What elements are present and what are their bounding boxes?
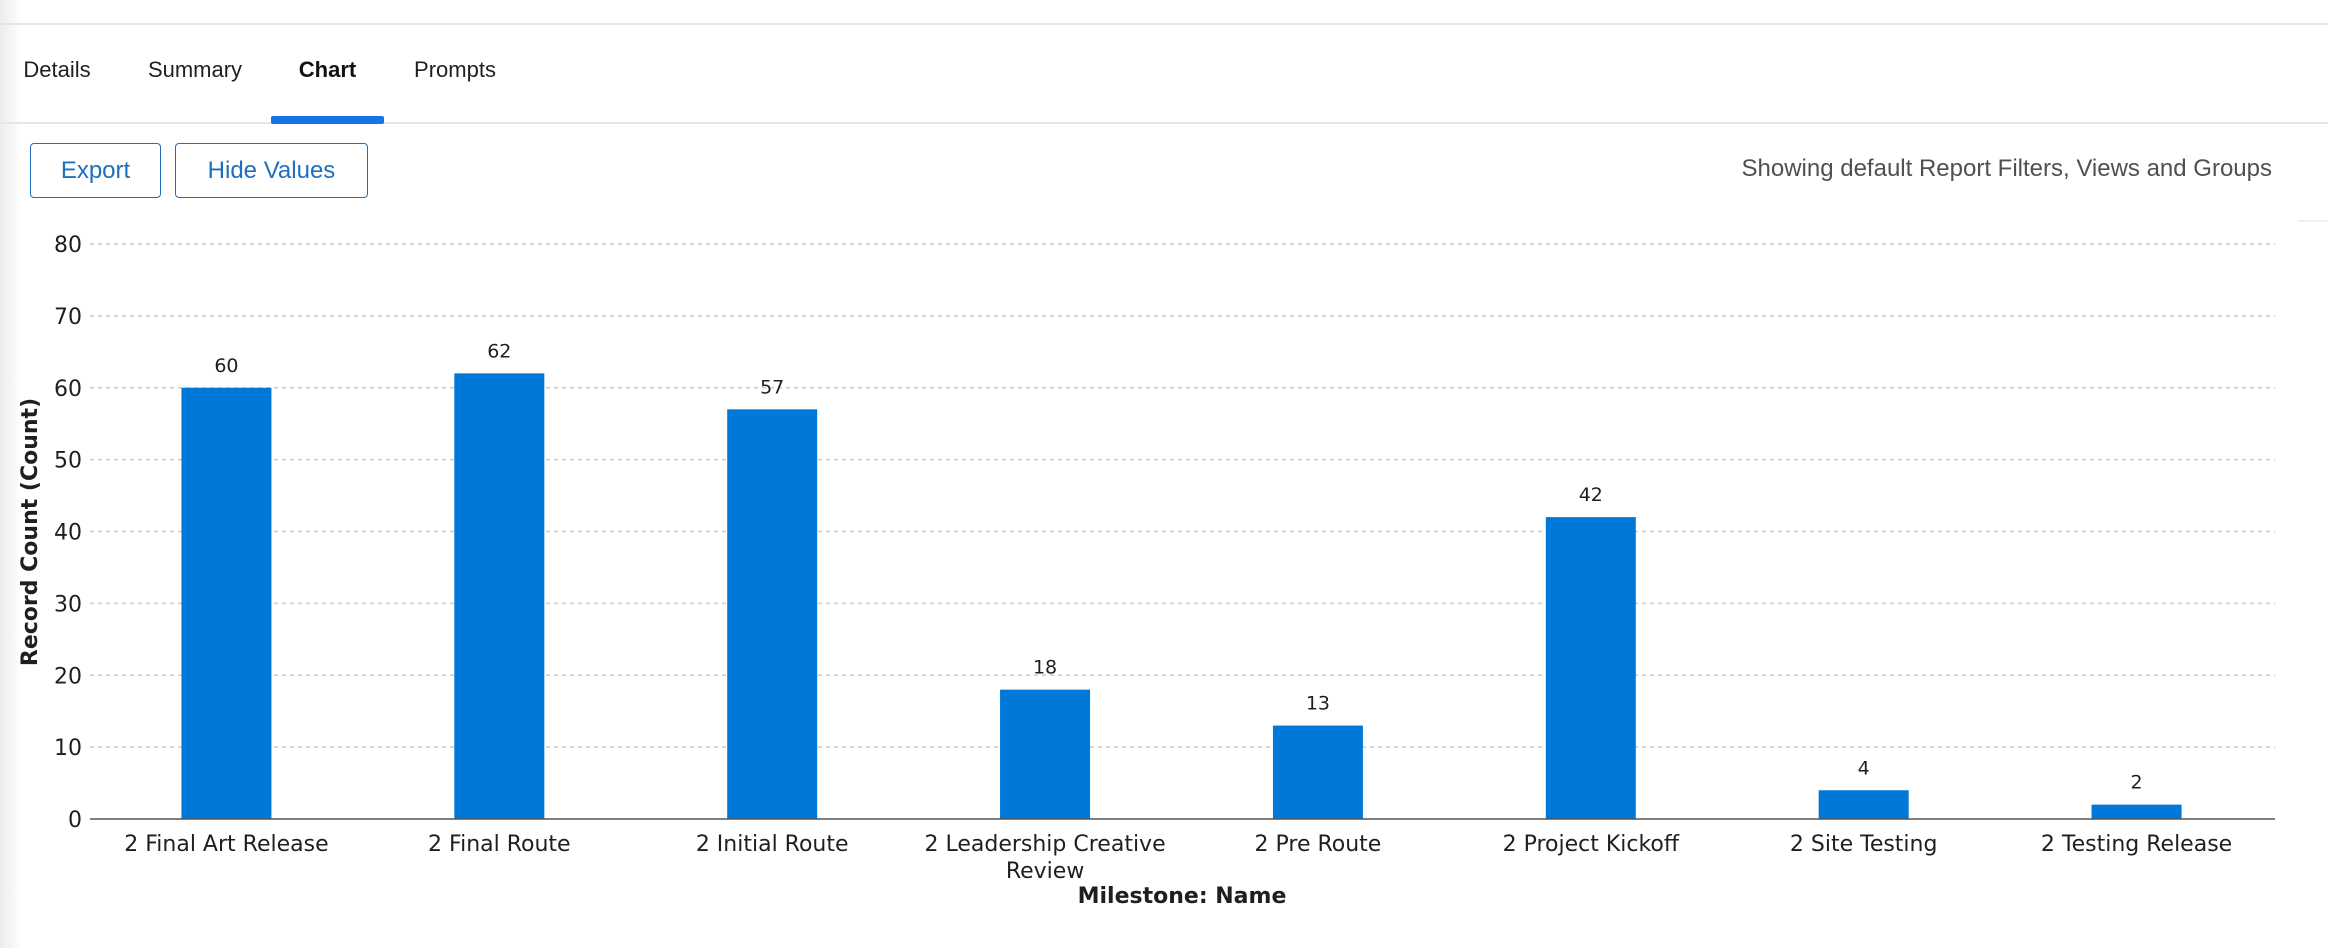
x-category-label: 2 Final Art Release bbox=[124, 832, 328, 857]
y-tick-label: 70 bbox=[54, 305, 82, 330]
top-divider bbox=[0, 23, 2328, 25]
y-tick-label: 20 bbox=[54, 664, 82, 689]
tab-details[interactable]: Details bbox=[23, 57, 91, 82]
bar[interactable] bbox=[2091, 804, 2182, 819]
y-axis-ticks: 0 10 20 30 40 50 60 70 80 bbox=[54, 233, 82, 833]
data-label: 62 bbox=[487, 340, 511, 362]
bar[interactable] bbox=[727, 409, 818, 819]
x-category-label: 2 Final Route bbox=[428, 832, 571, 857]
x-category-label: 2 Pre Route bbox=[1255, 832, 1382, 857]
x-axis-title: Milestone: Name bbox=[1078, 884, 1287, 909]
hide-values-button[interactable]: Hide Values bbox=[175, 143, 368, 198]
export-button[interactable]: Export bbox=[30, 143, 161, 198]
bars bbox=[181, 373, 2182, 819]
y-tick-label: 10 bbox=[54, 736, 82, 761]
data-label: 57 bbox=[760, 376, 784, 398]
tab-prompts[interactable]: Prompts bbox=[414, 57, 496, 82]
bar[interactable] bbox=[181, 387, 272, 819]
gridlines bbox=[90, 243, 2275, 748]
y-tick-label: 40 bbox=[54, 521, 82, 546]
y-axis-title: Record Count (Count) bbox=[18, 398, 43, 666]
bar[interactable] bbox=[454, 373, 545, 819]
x-category-label: 2 Site Testing bbox=[1790, 832, 1938, 857]
y-tick-label: 50 bbox=[54, 449, 82, 474]
data-label: 13 bbox=[1306, 693, 1330, 715]
x-category-label: 2 Project Kickoff bbox=[1503, 832, 1680, 857]
x-axis-categories: 2 Final Art Release 2 Final Route 2 Initia… bbox=[124, 832, 2232, 884]
tab-chart[interactable]: Chart bbox=[271, 25, 384, 124]
bar[interactable] bbox=[1545, 517, 1636, 819]
y-tick-label: 80 bbox=[54, 233, 82, 258]
y-tick-label: 0 bbox=[68, 808, 82, 833]
data-label: 60 bbox=[214, 355, 238, 377]
data-label: 18 bbox=[1033, 657, 1057, 679]
report-filter-note: Showing default Report Filters, Views an… bbox=[1741, 155, 2273, 182]
x-category-label: 2 Testing Release bbox=[2041, 832, 2232, 857]
x-category-label: Review bbox=[1006, 859, 1085, 884]
bar[interactable] bbox=[1000, 689, 1091, 819]
tab-bar: Details Summary Chart Prompts bbox=[0, 25, 2328, 124]
x-category-label: 2 Leadership Creative bbox=[924, 832, 1165, 857]
data-label: 2 bbox=[2131, 772, 2143, 794]
left-shade bbox=[0, 0, 22, 948]
y-tick-label: 60 bbox=[54, 377, 82, 402]
right-edge-marker bbox=[2298, 220, 2328, 222]
tab-summary[interactable]: Summary bbox=[147, 57, 243, 82]
x-category-label: 2 Initial Route bbox=[696, 832, 849, 857]
data-label: 42 bbox=[1579, 484, 1603, 506]
bar[interactable] bbox=[1818, 790, 1909, 819]
data-label: 4 bbox=[1858, 757, 1870, 779]
bar[interactable] bbox=[1272, 725, 1363, 819]
y-tick-label: 30 bbox=[54, 592, 82, 617]
